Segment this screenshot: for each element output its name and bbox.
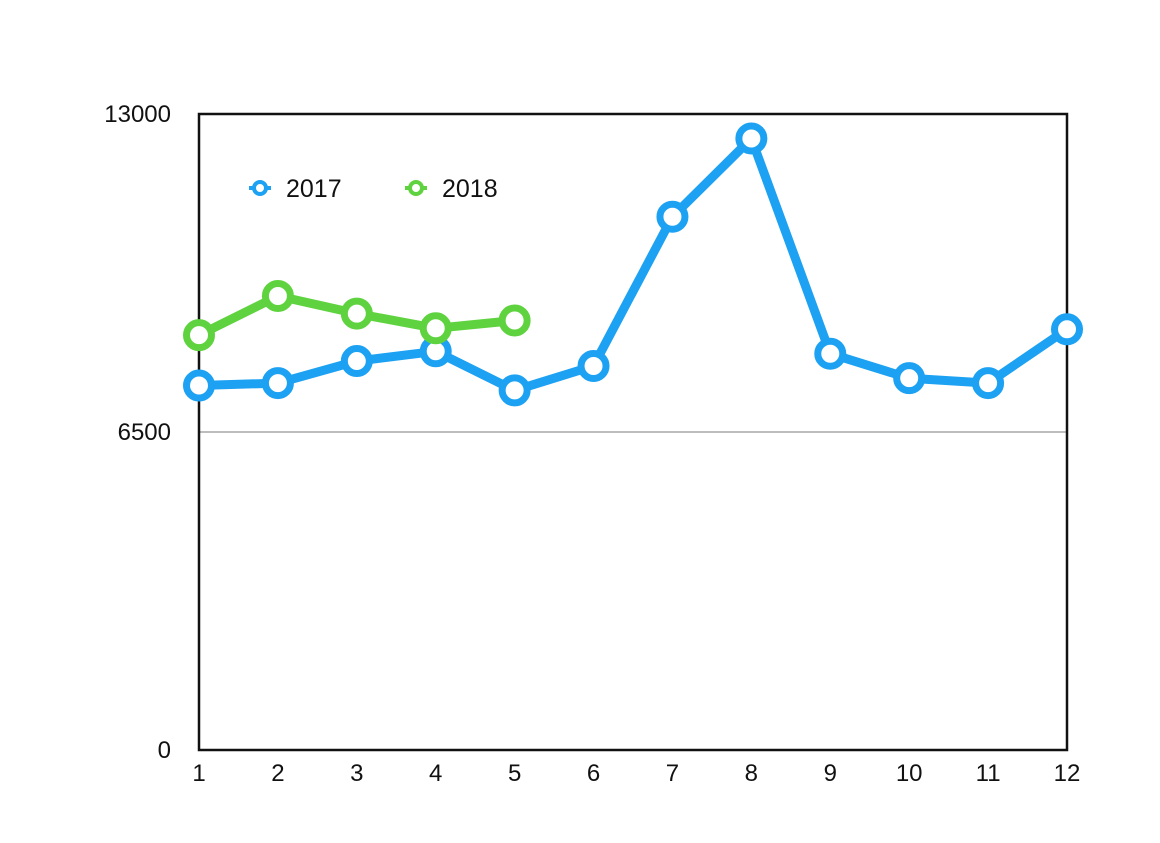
y-tick-label: 6500 <box>118 419 171 446</box>
series-layer <box>183 122 1083 407</box>
data-point-2017 <box>183 369 215 402</box>
data-point-2017 <box>735 122 768 155</box>
y-tick-label: 0 <box>158 737 171 764</box>
legend-label: 2017 <box>286 175 342 203</box>
data-point-2017 <box>814 337 847 370</box>
data-point-2018 <box>419 312 452 345</box>
data-point-2017 <box>972 367 1005 400</box>
x-tick-label: 9 <box>824 760 837 787</box>
legend-marker-2017 <box>252 180 268 196</box>
data-point-2017 <box>340 345 373 378</box>
x-tick-label: 12 <box>1054 760 1081 787</box>
x-tick-label: 6 <box>587 760 600 787</box>
x-tick-label: 5 <box>508 760 521 787</box>
data-point-2017 <box>498 374 531 407</box>
data-point-2017 <box>656 200 689 233</box>
data-point-2018 <box>261 279 294 312</box>
legend-label: 2018 <box>442 175 498 203</box>
data-point-2018 <box>183 319 215 352</box>
x-tick-label: 7 <box>666 760 679 787</box>
legend-item-2018: 2018 <box>405 175 498 203</box>
y-tick-label: 13000 <box>104 101 171 128</box>
legend-marker-2018 <box>408 180 424 196</box>
x-tick-label: 8 <box>745 760 758 787</box>
data-point-2018 <box>498 304 531 337</box>
plot-frame-layer <box>197 112 1069 752</box>
x-tick-label: 3 <box>350 760 363 787</box>
x-tick-label: 1 <box>192 760 205 787</box>
data-point-2018 <box>340 297 373 330</box>
data-point-2017 <box>261 367 294 400</box>
legend-item-2017: 2017 <box>249 175 342 203</box>
x-tick-label: 2 <box>271 760 284 787</box>
x-tick-label: 11 <box>976 760 1001 787</box>
x-tick-label: 10 <box>896 760 923 787</box>
data-point-2017 <box>577 349 610 382</box>
x-tick-label: 4 <box>429 760 442 787</box>
plot-frame <box>197 112 1069 752</box>
legend: 2017 2018 <box>249 175 498 203</box>
data-point-2017 <box>893 362 926 395</box>
data-point-2017 <box>1051 313 1083 346</box>
